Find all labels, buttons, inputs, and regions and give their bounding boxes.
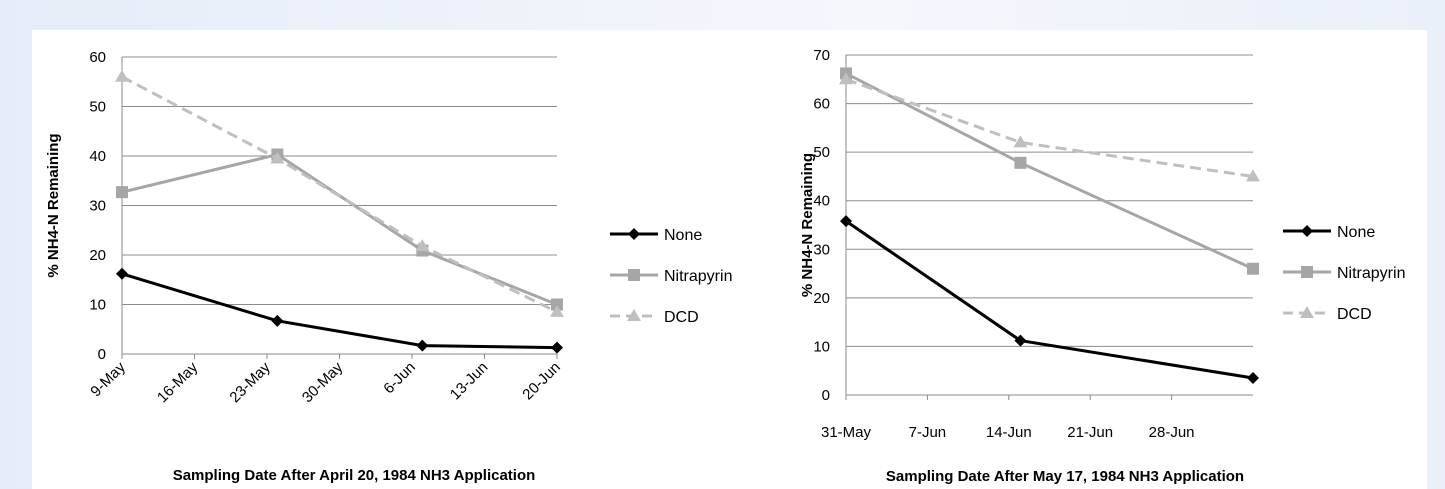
data-point-none <box>116 267 128 280</box>
data-point-dcd <box>839 72 853 85</box>
y-tick-label: 10 <box>813 338 830 355</box>
data-point-dcd <box>1013 135 1028 148</box>
legend-label-dcd: DCD <box>1337 306 1372 323</box>
x-tick-label: 14-Jun <box>986 424 1032 441</box>
x-tick-label: 6-Jun <box>380 359 419 398</box>
data-point-none <box>551 341 563 354</box>
y-tick-label: 20 <box>813 290 830 307</box>
y-tick-label: 20 <box>89 247 106 264</box>
x-axis-title: Sampling Date After April 20, 1984 NH3 A… <box>173 467 536 484</box>
x-tick-label: 16-May <box>154 358 202 406</box>
series-line-dcd <box>845 77 1254 178</box>
y-tick-label: 10 <box>89 297 106 314</box>
x-tick-label: 7-Jun <box>909 424 947 441</box>
legend-marker <box>1301 225 1313 237</box>
y-axis-title: % NH4-N Remaining <box>799 153 816 297</box>
data-point-none <box>1247 372 1259 384</box>
data-point-none <box>1014 334 1027 347</box>
x-tick-label: 13-Jun <box>447 359 491 403</box>
legend-label-nitrapyrin: Nitrapyrin <box>664 268 732 285</box>
legend-label-none: None <box>664 227 702 244</box>
y-tick-label: 30 <box>813 241 830 258</box>
x-tick-label: 28-Jun <box>1149 424 1195 441</box>
x-tick-label: 20-Jun <box>519 359 563 403</box>
x-tick-label: 21-Jun <box>1067 424 1113 441</box>
x-tick-label: 23-May <box>226 358 274 406</box>
legend-label-none: None <box>1337 224 1375 241</box>
y-tick-label: 0 <box>822 387 830 404</box>
y-tick-label: 30 <box>89 198 106 215</box>
y-axis-title: % NH4-N Remaining <box>45 133 62 277</box>
data-point-dcd <box>550 304 564 317</box>
data-point-none <box>840 215 852 228</box>
series-line-nitrapyrin <box>845 72 1254 271</box>
legend-label-nitrapyrin: Nitrapyrin <box>1337 265 1405 282</box>
data-point-dcd <box>1246 169 1260 182</box>
y-tick-label: 60 <box>813 96 830 113</box>
data-point-none <box>271 314 284 327</box>
legend-marker <box>628 269 640 281</box>
x-axis-title: Sampling Date After May 17, 1984 NH3 App… <box>886 468 1244 485</box>
legend-marker <box>1300 306 1314 318</box>
data-point-none <box>416 339 429 352</box>
y-tick-label: 40 <box>89 148 106 165</box>
data-point-dcd <box>415 239 430 252</box>
chart-2: 0 10 20 30 40 50 60 70 31-May 7-Jun 14-Jun 21-Jun 28… <box>799 47 1405 485</box>
y-tick-label: 70 <box>813 47 830 64</box>
y-tick-label: 60 <box>89 49 106 66</box>
legend-marker <box>1301 266 1313 278</box>
legend-label-dcd: DCD <box>664 309 699 326</box>
y-tick-label: 50 <box>813 144 830 161</box>
series-line-none <box>845 219 1254 380</box>
x-tick-label: 9-May <box>87 358 129 400</box>
y-tick-label: 0 <box>98 346 106 363</box>
legend-marker <box>627 309 641 321</box>
series-line-none <box>121 272 558 350</box>
data-point-nitrapyrin <box>1014 156 1027 169</box>
series-line-dcd <box>121 75 558 314</box>
series-line-nitrapyrin <box>121 152 558 306</box>
data-point-dcd <box>115 69 129 82</box>
y-tick-label: 50 <box>89 99 106 116</box>
y-tick-label: 40 <box>813 193 830 210</box>
data-point-nitrapyrin <box>1247 262 1259 275</box>
legend-marker <box>628 228 640 240</box>
data-point-dcd <box>270 151 285 164</box>
x-tick-label: 31-May <box>821 424 872 441</box>
x-tick-label: 30-May <box>299 358 347 406</box>
chart-1: 0 10 20 30 40 50 60 9-May 16-May 23-May 30-May 6-Ju… <box>45 49 732 484</box>
data-point-nitrapyrin <box>116 186 128 199</box>
data-point-nitrapyrin <box>551 298 563 311</box>
